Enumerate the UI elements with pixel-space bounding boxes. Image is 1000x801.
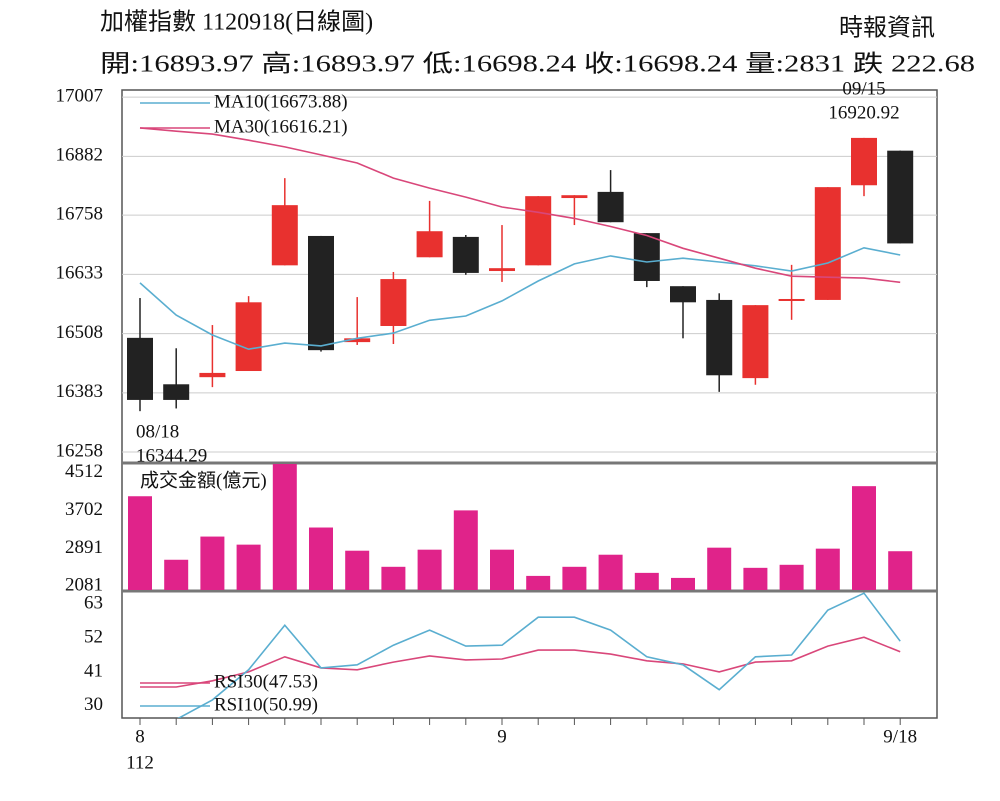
y-tick-label: 16383	[56, 381, 104, 402]
x-tick-label: 9/18	[883, 726, 917, 747]
volume-bar	[490, 549, 514, 590]
line-series	[177, 592, 901, 718]
candle-body	[163, 384, 190, 400]
plot-frame	[121, 89, 938, 719]
legend-label: MA10(16673.88)	[214, 91, 348, 112]
line-series	[139, 246, 901, 351]
candle-body	[525, 196, 552, 266]
legend-label: MA30(16616.21)	[214, 116, 348, 137]
candle-body	[271, 205, 298, 266]
candle-body	[308, 235, 334, 351]
y-tick-label: 16508	[56, 322, 104, 343]
y-tick-label: 3702	[65, 499, 103, 520]
y-tick-label: 16258	[56, 440, 104, 461]
bars	[128, 464, 913, 590]
candle-body	[670, 286, 696, 303]
candle-body	[489, 268, 515, 272]
y-tick-label: 52	[84, 626, 103, 647]
volume-bar	[562, 566, 587, 590]
volume-bar	[272, 464, 297, 590]
panel-label: 成交金額(億元)	[140, 469, 267, 491]
candle-body	[778, 298, 805, 301]
annotation: 16344.29	[136, 446, 207, 467]
volume-bar	[815, 548, 840, 590]
annotation: 16920.92	[828, 102, 899, 123]
candle-body	[452, 236, 479, 273]
volume-bar	[526, 575, 551, 590]
volume-bar	[598, 554, 623, 590]
y-tick-label: 2891	[65, 537, 103, 558]
annotation: 08/18	[136, 422, 179, 443]
chart-title: 加權指數 1120918(日線圖)	[100, 9, 373, 36]
line-series	[139, 127, 901, 284]
y-tick-label: 16758	[56, 203, 104, 224]
candles	[127, 127, 914, 412]
volume-bar	[743, 567, 768, 590]
y-tick-label: 16633	[56, 263, 104, 284]
legend-label: RSI10(50.99)	[214, 694, 318, 715]
y-tick-label: 63	[84, 593, 103, 614]
volume-bar	[200, 536, 225, 590]
y-tick-label: 41	[84, 660, 103, 681]
annotation: 09/15	[842, 78, 885, 99]
candle-body	[344, 338, 371, 343]
volume-bar	[888, 551, 913, 590]
candle-body	[561, 195, 588, 199]
volume-bar	[453, 510, 478, 590]
candle-body	[742, 305, 769, 379]
volume-bar	[381, 566, 406, 590]
volume-bar	[128, 496, 152, 590]
legend-label: RSI30(47.53)	[214, 671, 318, 692]
candle-body	[127, 337, 153, 400]
candle-body	[235, 302, 262, 372]
volume-bar	[309, 527, 333, 590]
y-tick-label: 16882	[56, 145, 104, 166]
volume-bar	[707, 547, 732, 590]
volume-bar	[345, 550, 370, 590]
volume-bar	[671, 577, 695, 590]
candle-body	[887, 150, 914, 244]
subtitle: 開:16893.97 高:16893.97 低:16698.24 收:16698…	[100, 51, 975, 78]
candle-body	[706, 299, 733, 376]
source: 時報資訊	[839, 15, 935, 42]
lines	[140, 592, 901, 718]
x-tick-label: 9	[497, 726, 507, 747]
y-tick-label: 17007	[56, 85, 104, 106]
candle-body	[380, 279, 407, 326]
candle-body	[633, 233, 660, 281]
candle-body	[851, 137, 877, 186]
volume-bar	[164, 559, 189, 590]
volume-bar	[236, 544, 261, 590]
y-tick-label: 30	[84, 694, 103, 715]
volume-bar	[634, 572, 659, 590]
candle-body	[416, 231, 443, 258]
volume-bar	[779, 564, 804, 590]
x-tick-label: 8	[135, 726, 145, 747]
candle-body	[597, 191, 624, 223]
candle-body	[199, 372, 226, 378]
volume-bar	[852, 486, 876, 590]
volume-bar	[417, 549, 442, 590]
y-tick-label: 2081	[65, 575, 103, 596]
y-tick-label: 4512	[65, 461, 103, 482]
candle-body	[814, 187, 841, 300]
year-label: 112	[126, 752, 154, 773]
line-series	[140, 636, 901, 688]
